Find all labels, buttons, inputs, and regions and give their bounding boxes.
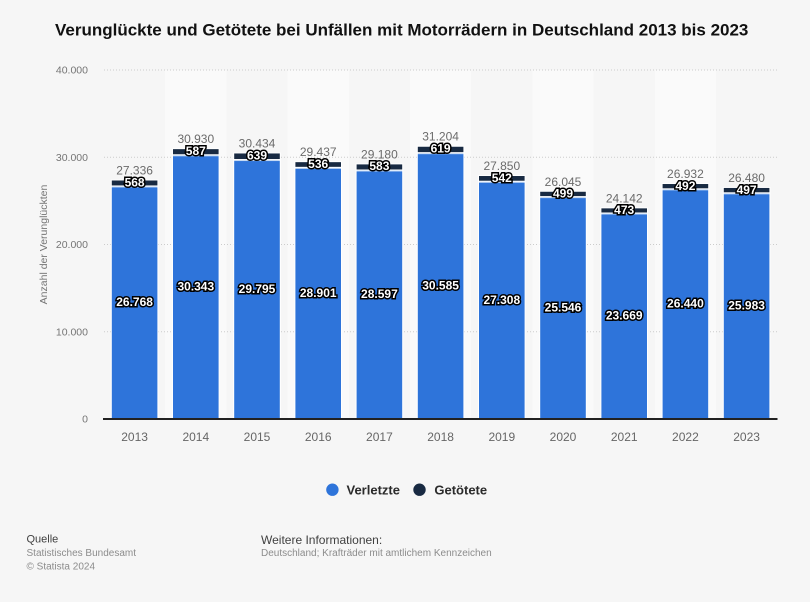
svg-text:29.180: 29.180: [361, 147, 398, 161]
svg-text:492: 492: [675, 179, 695, 193]
svg-text:2023: 2023: [733, 430, 760, 444]
svg-text:10.000: 10.000: [56, 326, 88, 338]
svg-text:Anzahl der Verunglückten: Anzahl der Verunglückten: [38, 185, 50, 305]
svg-text:Statistisches Bundesamt: Statistisches Bundesamt: [27, 548, 137, 559]
svg-text:27.336: 27.336: [116, 164, 153, 178]
svg-text:© Statista 2024: © Statista 2024: [27, 561, 96, 572]
svg-text:2013: 2013: [121, 430, 148, 444]
svg-text:2017: 2017: [366, 430, 393, 444]
svg-text:40.000: 40.000: [56, 65, 88, 77]
svg-text:29.437: 29.437: [300, 145, 337, 159]
svg-text:2014: 2014: [182, 430, 209, 444]
svg-text:473: 473: [614, 203, 634, 217]
svg-text:2019: 2019: [488, 430, 515, 444]
svg-text:2021: 2021: [611, 430, 638, 444]
svg-text:2022: 2022: [672, 430, 699, 444]
svg-text:583: 583: [369, 159, 389, 173]
svg-text:497: 497: [737, 183, 757, 197]
svg-text:Getötete: Getötete: [434, 483, 487, 498]
svg-text:2020: 2020: [550, 430, 577, 444]
svg-text:Verunglückte und Getötete bei: Verunglückte und Getötete bei Unfällen m…: [55, 20, 748, 39]
svg-text:30.000: 30.000: [56, 152, 88, 164]
svg-text:499: 499: [553, 187, 573, 201]
svg-text:27.850: 27.850: [483, 159, 520, 173]
svg-text:Deutschland; Krafträder mit am: Deutschland; Krafträder mit amtlichem Ke…: [261, 548, 492, 559]
svg-text:0: 0: [82, 414, 88, 426]
svg-text:Quelle: Quelle: [27, 534, 59, 546]
svg-text:587: 587: [186, 144, 206, 158]
svg-text:26.932: 26.932: [667, 167, 704, 181]
svg-text:26.045: 26.045: [545, 175, 582, 189]
svg-text:28.597: 28.597: [361, 287, 398, 301]
svg-text:24.142: 24.142: [606, 191, 643, 205]
svg-text:26.440: 26.440: [667, 297, 704, 311]
svg-text:536: 536: [308, 157, 328, 171]
svg-text:20.000: 20.000: [56, 239, 88, 251]
svg-text:26.768: 26.768: [116, 295, 153, 309]
svg-text:Verletzte: Verletzte: [347, 483, 400, 498]
svg-text:2016: 2016: [305, 430, 332, 444]
svg-text:30.930: 30.930: [177, 132, 214, 146]
svg-text:2015: 2015: [244, 430, 271, 444]
svg-text:30.585: 30.585: [422, 279, 459, 293]
svg-text:28.901: 28.901: [300, 286, 337, 300]
svg-text:27.308: 27.308: [483, 293, 520, 307]
svg-text:23.669: 23.669: [606, 309, 643, 323]
svg-text:Weitere Informationen:: Weitere Informationen:: [261, 533, 382, 547]
svg-text:25.983: 25.983: [728, 299, 765, 313]
svg-text:30.343: 30.343: [177, 280, 214, 294]
svg-text:2018: 2018: [427, 430, 454, 444]
svg-text:542: 542: [492, 171, 512, 185]
svg-text:30.434: 30.434: [239, 137, 276, 151]
svg-text:568: 568: [125, 175, 145, 189]
svg-text:26.480: 26.480: [728, 171, 765, 185]
svg-text:31.204: 31.204: [422, 130, 459, 144]
svg-text:25.546: 25.546: [545, 301, 582, 315]
svg-text:639: 639: [247, 148, 267, 162]
svg-text:619: 619: [431, 142, 451, 156]
svg-text:29.795: 29.795: [239, 282, 276, 296]
